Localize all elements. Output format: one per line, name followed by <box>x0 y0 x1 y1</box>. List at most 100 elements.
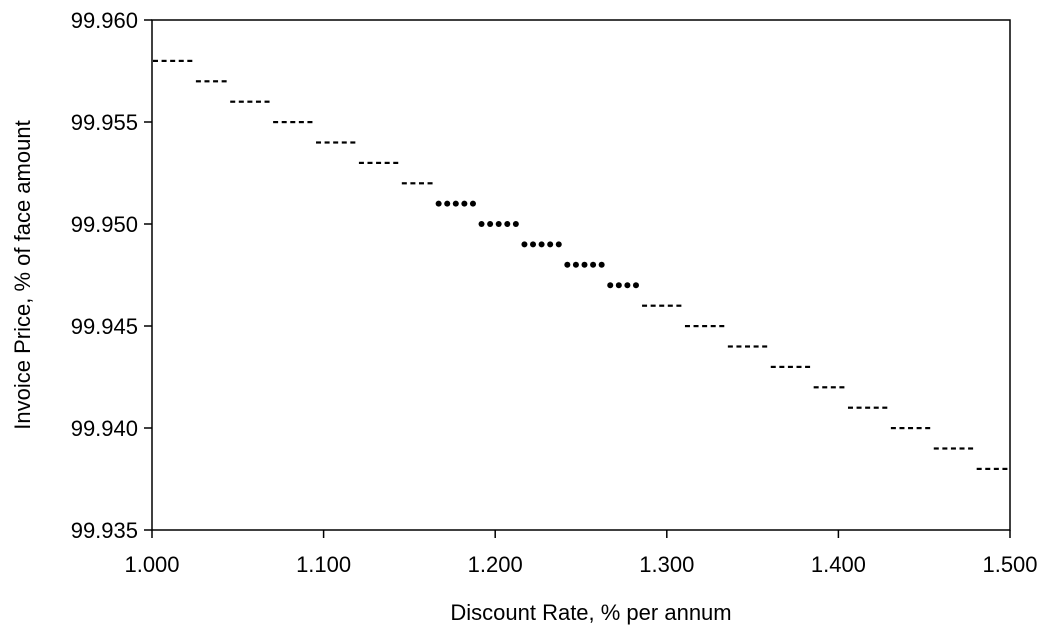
data-point-dash <box>693 325 699 328</box>
data-point-dash <box>333 141 339 144</box>
data-point-dash <box>187 59 193 62</box>
data-point-dot <box>572 261 579 268</box>
data-point-dash <box>813 386 819 389</box>
x-axis-label: Discount Rate, % per annum <box>450 600 731 625</box>
data-point-dash <box>890 427 896 430</box>
data-point-dash <box>882 406 888 409</box>
data-point-dot <box>530 241 537 248</box>
data-point-dash <box>350 141 356 144</box>
data-point-dash <box>933 447 939 450</box>
data-point-dash <box>410 182 416 185</box>
data-point-dash <box>684 325 690 328</box>
data-point-dash <box>281 121 287 124</box>
data-point-dash <box>170 59 176 62</box>
data-point-dot <box>607 282 614 289</box>
data-point-dot <box>478 221 485 227</box>
data-point-dash <box>384 161 390 164</box>
data-point-dash <box>865 406 871 409</box>
data-point-dot <box>632 282 639 289</box>
y-tick-label: 99.955 <box>71 110 138 135</box>
y-tick-label: 99.940 <box>71 416 138 441</box>
data-point-dash <box>1002 467 1008 470</box>
data-point-dash <box>985 467 991 470</box>
x-tick-label: 1.000 <box>124 552 179 577</box>
data-point-dash <box>642 304 648 307</box>
data-point-dash <box>650 304 656 307</box>
data-point-dash <box>401 182 407 185</box>
data-point-dash <box>968 447 974 450</box>
data-point-dash <box>727 345 733 348</box>
data-point-dash <box>376 161 382 164</box>
data-point-dot <box>581 261 588 268</box>
data-point-dash <box>779 365 785 368</box>
data-point-dash <box>204 80 210 83</box>
data-point-dash <box>787 365 793 368</box>
data-point-dash <box>753 345 759 348</box>
data-point-dash <box>719 325 725 328</box>
data-point-dash <box>745 345 751 348</box>
y-tick-label: 99.945 <box>71 314 138 339</box>
data-point-dash <box>427 182 433 185</box>
data-point-dash <box>195 80 201 83</box>
y-tick-label: 99.950 <box>71 212 138 237</box>
data-point-dash <box>856 406 862 409</box>
data-point-dot <box>521 241 528 248</box>
data-point-dash <box>847 406 853 409</box>
data-point-dash <box>178 59 184 62</box>
data-point-dash <box>822 386 828 389</box>
data-point-dash <box>341 141 347 144</box>
data-point-dash <box>899 427 905 430</box>
data-point-dot <box>504 221 511 227</box>
data-point-dash <box>839 386 845 389</box>
data-point-dot <box>435 200 442 207</box>
data-point-dash <box>418 182 424 185</box>
data-point-dash <box>925 427 931 430</box>
data-point-dash <box>247 100 253 103</box>
data-point-dash <box>307 121 313 124</box>
data-point-dash <box>264 100 270 103</box>
data-point-dot <box>452 200 459 207</box>
x-tick-label: 1.500 <box>982 552 1037 577</box>
data-point-dash <box>916 427 922 430</box>
data-point-dash <box>221 80 227 83</box>
data-point-dot <box>512 221 519 227</box>
y-tick-label: 99.960 <box>71 8 138 33</box>
data-point-dash <box>367 161 373 164</box>
data-point-dot <box>495 221 502 227</box>
data-point-dash <box>993 467 999 470</box>
data-point-dash <box>950 447 956 450</box>
data-point-dash <box>290 121 296 124</box>
x-tick-label: 1.200 <box>468 552 523 577</box>
data-point-dash <box>873 406 879 409</box>
data-point-dash <box>238 100 244 103</box>
data-point-dash <box>667 304 673 307</box>
y-tick-label: 99.935 <box>71 518 138 543</box>
data-point-dot <box>598 261 605 268</box>
data-point-dash <box>908 427 914 430</box>
data-point-dash <box>676 304 682 307</box>
data-point-dot <box>444 200 451 207</box>
data-point-dash <box>796 365 802 368</box>
data-point-dot <box>487 221 494 227</box>
data-point-dash <box>736 345 742 348</box>
data-point-dash <box>659 304 665 307</box>
data-point-dash <box>298 121 304 124</box>
data-point-dash <box>316 141 322 144</box>
data-point-dot <box>538 241 545 248</box>
data-point-dash <box>273 121 279 124</box>
data-point-dot <box>590 261 597 268</box>
y-axis-label: Invoice Price, % of face amount <box>10 120 35 429</box>
data-point-dot <box>615 282 622 289</box>
data-point-dash <box>161 59 167 62</box>
data-point-dash <box>153 59 158 62</box>
plot-area <box>151 19 1011 531</box>
data-point-dash <box>358 161 364 164</box>
data-point-dot <box>564 261 571 268</box>
data-point-dot <box>547 241 554 248</box>
data-point-dash <box>976 467 982 470</box>
data-point-dash <box>393 161 399 164</box>
data-point-dash <box>255 100 261 103</box>
data-point-dash <box>230 100 236 103</box>
